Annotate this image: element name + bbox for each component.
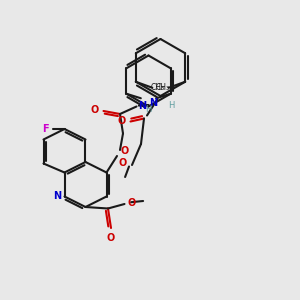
Text: H: H xyxy=(168,100,174,109)
Text: O: O xyxy=(121,146,129,157)
Text: O: O xyxy=(107,233,115,243)
Text: F: F xyxy=(42,124,49,134)
Text: O: O xyxy=(91,105,99,115)
Text: O: O xyxy=(128,197,136,208)
Text: H: H xyxy=(145,105,151,114)
Text: N: N xyxy=(149,98,158,107)
Text: CH₃: CH₃ xyxy=(151,83,165,92)
Text: O: O xyxy=(118,158,127,169)
Text: N: N xyxy=(53,190,61,201)
Text: O: O xyxy=(118,116,126,127)
Text: CH₃: CH₃ xyxy=(156,83,170,92)
Text: N: N xyxy=(138,100,146,111)
